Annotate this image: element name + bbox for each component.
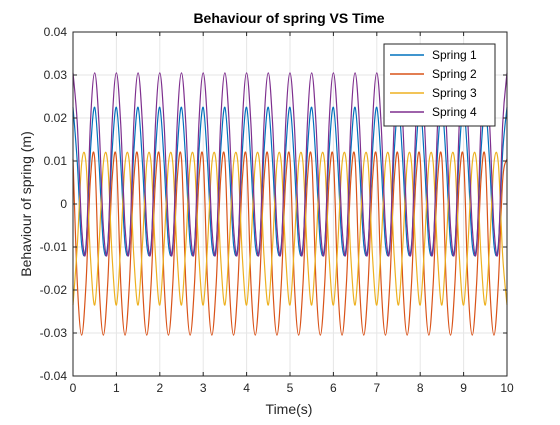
series-line-spring-2 xyxy=(72,151,508,336)
x-tick-label: 7 xyxy=(373,381,380,395)
legend-label-spring-1: Spring 1 xyxy=(432,48,477,62)
y-tick-label: 0.01 xyxy=(44,154,68,168)
x-axis-label: Time(s) xyxy=(266,401,313,417)
x-tick-label: 1 xyxy=(113,381,120,395)
legend: Spring 1 Spring 2 Spring 3 Spring 4 xyxy=(383,43,496,127)
y-tick-label: -0.04 xyxy=(40,369,68,383)
x-tick-label: 8 xyxy=(417,381,424,395)
legend-label-spring-2: Spring 2 xyxy=(432,67,477,81)
legend-label-spring-4: Spring 4 xyxy=(432,105,477,119)
series-line-spring-3 xyxy=(72,151,508,306)
x-tick-label: 9 xyxy=(460,381,467,395)
series-line-spring-4 xyxy=(72,72,508,257)
x-tick-label: 10 xyxy=(500,381,514,395)
y-tick-label: -0.01 xyxy=(40,240,68,254)
y-tick-label: 0.02 xyxy=(44,111,68,125)
x-tick-label: 3 xyxy=(200,381,207,395)
x-tick-label: 6 xyxy=(330,381,337,395)
chart-title: Behaviour of spring VS Time xyxy=(193,10,384,26)
y-tick-label: 0.03 xyxy=(44,68,68,82)
y-tick-label: -0.03 xyxy=(40,326,68,340)
x-tick-label: 2 xyxy=(156,381,163,395)
y-tick-label: 0.04 xyxy=(44,25,68,39)
legend-label-spring-3: Spring 3 xyxy=(432,86,477,100)
y-tick-label: -0.02 xyxy=(40,283,68,297)
y-axis-label: Behaviour of spring (m) xyxy=(18,131,34,277)
tick-layer: 0 1 2 3 4 5 6 7 8 9 10 -0.04 -0.03 -0.02 -0.01 0 0.01 0.0… xyxy=(40,25,514,395)
x-tick-label: 4 xyxy=(243,381,250,395)
series-layer xyxy=(72,72,508,336)
x-tick-label: 5 xyxy=(287,381,294,395)
y-tick-label: 0 xyxy=(60,197,67,211)
x-tick-label: 0 xyxy=(70,381,77,395)
